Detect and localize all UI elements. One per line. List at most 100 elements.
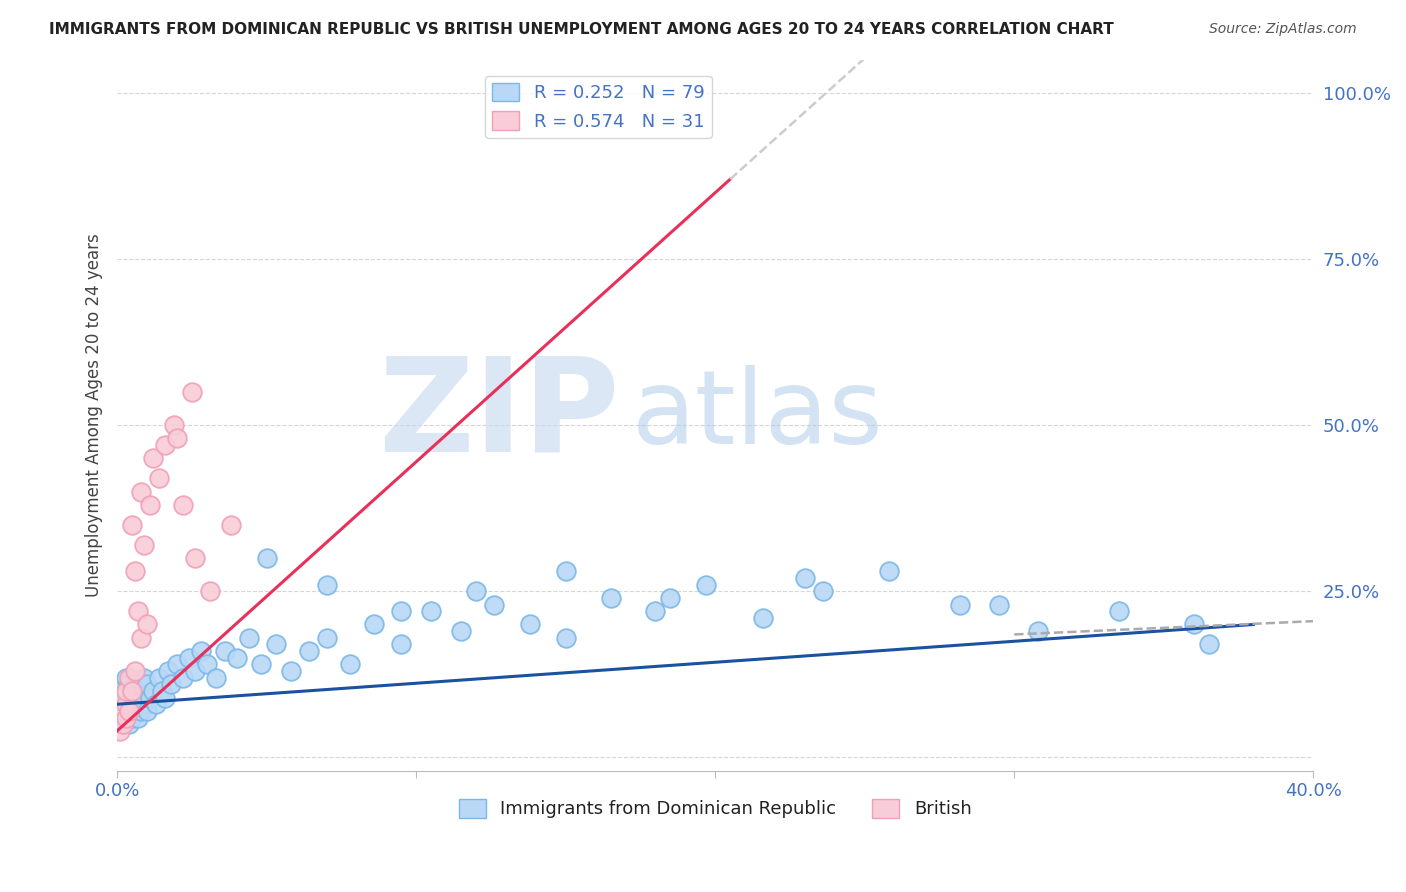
Point xyxy=(124,690,146,705)
Point xyxy=(190,644,212,658)
Point xyxy=(112,690,135,705)
Point xyxy=(121,517,143,532)
Point xyxy=(554,631,576,645)
Point xyxy=(129,631,152,645)
Y-axis label: Unemployment Among Ages 20 to 24 years: Unemployment Among Ages 20 to 24 years xyxy=(86,234,103,597)
Point xyxy=(238,631,260,645)
Point xyxy=(132,698,155,712)
Point xyxy=(115,698,138,712)
Point xyxy=(118,717,141,731)
Point xyxy=(148,471,170,485)
Point xyxy=(219,517,242,532)
Point xyxy=(121,698,143,712)
Point xyxy=(115,710,138,724)
Point xyxy=(124,677,146,691)
Point xyxy=(659,591,682,605)
Point xyxy=(205,671,228,685)
Point xyxy=(519,617,541,632)
Point xyxy=(181,384,204,399)
Point xyxy=(136,677,159,691)
Point xyxy=(121,684,143,698)
Point xyxy=(554,564,576,578)
Point xyxy=(129,484,152,499)
Point xyxy=(1182,617,1205,632)
Point xyxy=(1026,624,1049,639)
Point xyxy=(127,604,149,618)
Point xyxy=(115,698,138,712)
Point xyxy=(112,677,135,691)
Point xyxy=(112,717,135,731)
Point xyxy=(118,677,141,691)
Text: IMMIGRANTS FROM DOMINICAN REPUBLIC VS BRITISH UNEMPLOYMENT AMONG AGES 20 TO 24 Y: IMMIGRANTS FROM DOMINICAN REPUBLIC VS BR… xyxy=(49,22,1114,37)
Point xyxy=(127,710,149,724)
Point xyxy=(1198,637,1220,651)
Point xyxy=(1108,604,1130,618)
Point xyxy=(249,657,271,672)
Point xyxy=(108,698,131,712)
Point xyxy=(195,657,218,672)
Point xyxy=(112,690,135,705)
Point xyxy=(142,451,165,466)
Point xyxy=(160,677,183,691)
Point xyxy=(177,650,200,665)
Point xyxy=(124,704,146,718)
Point xyxy=(112,704,135,718)
Point xyxy=(129,704,152,718)
Point xyxy=(139,498,162,512)
Point xyxy=(145,698,167,712)
Point xyxy=(132,671,155,685)
Point xyxy=(225,650,247,665)
Point xyxy=(121,684,143,698)
Point xyxy=(139,690,162,705)
Point xyxy=(148,671,170,685)
Point xyxy=(264,637,287,651)
Point xyxy=(644,604,666,618)
Point xyxy=(118,704,141,718)
Point xyxy=(280,664,302,678)
Point xyxy=(811,584,834,599)
Point xyxy=(153,438,176,452)
Point xyxy=(108,710,131,724)
Point xyxy=(949,598,972,612)
Point xyxy=(121,710,143,724)
Point xyxy=(465,584,488,599)
Point xyxy=(794,571,817,585)
Point xyxy=(129,677,152,691)
Point xyxy=(695,577,717,591)
Point xyxy=(112,717,135,731)
Point xyxy=(198,584,221,599)
Point xyxy=(315,577,337,591)
Point xyxy=(184,551,207,566)
Point xyxy=(124,564,146,578)
Point xyxy=(118,671,141,685)
Point xyxy=(172,671,194,685)
Point xyxy=(363,617,385,632)
Point xyxy=(136,617,159,632)
Text: Source: ZipAtlas.com: Source: ZipAtlas.com xyxy=(1209,22,1357,37)
Point xyxy=(118,704,141,718)
Point xyxy=(157,664,180,678)
Point xyxy=(482,598,505,612)
Text: atlas: atlas xyxy=(631,365,883,466)
Point xyxy=(142,684,165,698)
Point xyxy=(599,591,621,605)
Point xyxy=(108,710,131,724)
Text: ZIP: ZIP xyxy=(378,351,620,479)
Point xyxy=(153,690,176,705)
Point xyxy=(389,637,412,651)
Point xyxy=(988,598,1011,612)
Point xyxy=(118,690,141,705)
Point xyxy=(136,704,159,718)
Point xyxy=(339,657,361,672)
Point xyxy=(166,431,188,445)
Point xyxy=(115,671,138,685)
Point xyxy=(166,657,188,672)
Point xyxy=(315,631,337,645)
Point xyxy=(115,710,138,724)
Point xyxy=(420,604,443,618)
Point xyxy=(115,684,138,698)
Point xyxy=(172,498,194,512)
Point xyxy=(108,723,131,738)
Point xyxy=(297,644,319,658)
Point xyxy=(256,551,278,566)
